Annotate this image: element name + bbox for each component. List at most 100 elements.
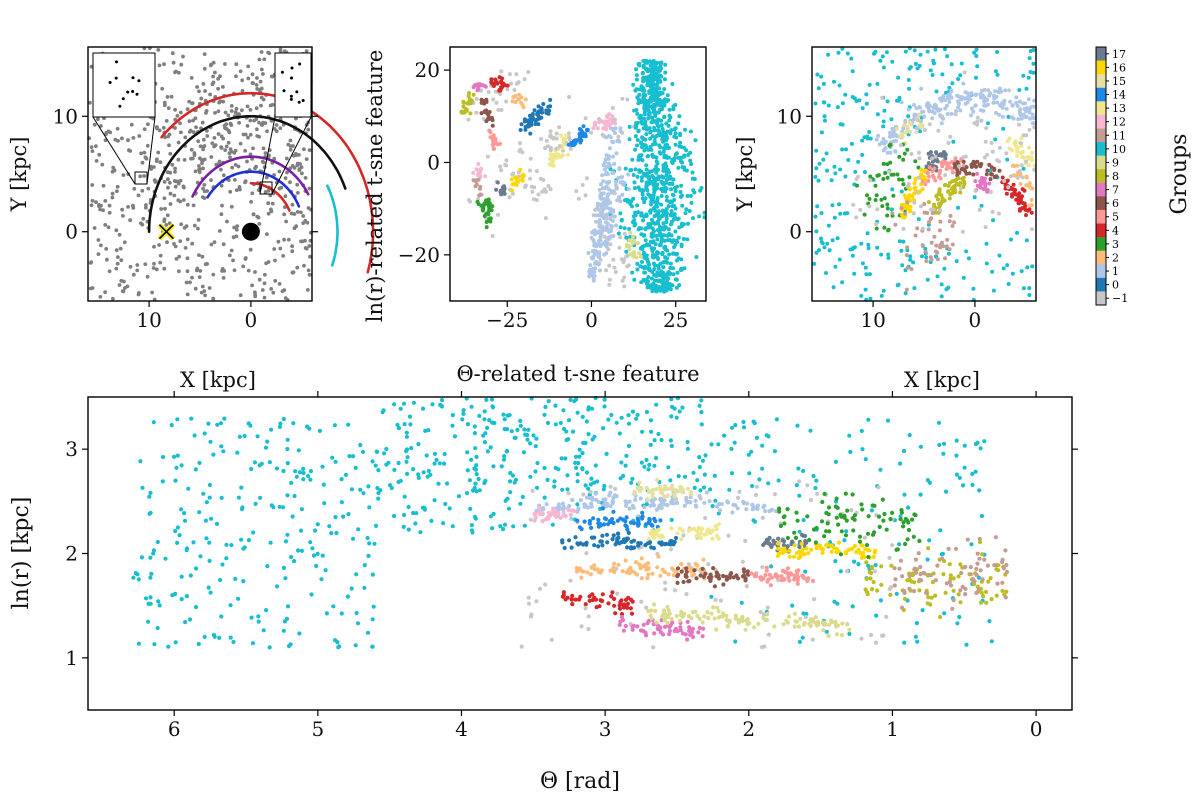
- group-3-point: [887, 143, 892, 148]
- theta-group-3-point: [822, 534, 827, 539]
- group-17-point: [943, 153, 948, 157]
- theta-group-10-point: [902, 640, 907, 645]
- tsne-group-13-point: [548, 162, 553, 167]
- field-star-point: [228, 155, 232, 160]
- sun-marker-b: [158, 224, 174, 240]
- group-5-point: [940, 164, 945, 169]
- theta-group-10-point: [515, 427, 520, 433]
- field-star-point: [202, 52, 207, 56]
- tsne-group--1-point: [505, 87, 510, 92]
- tsne-group-10-point: [662, 77, 667, 82]
- field-star-point: [255, 76, 259, 80]
- group-1-point: [947, 100, 952, 104]
- tsne-group-10-point: [641, 218, 645, 223]
- theta-group-16-point: [820, 550, 825, 556]
- theta-group-10-point: [184, 594, 189, 599]
- field-star-point: [114, 266, 119, 271]
- theta-group-1-point: [611, 495, 616, 500]
- tsne-group--1-point: [523, 185, 527, 189]
- tsne-group-10-point: [653, 278, 658, 283]
- theta-group-12-point: [550, 511, 555, 516]
- tsne-group-1-point: [613, 131, 617, 135]
- group-6-point: [971, 159, 976, 164]
- theta-group-10-point: [575, 410, 580, 415]
- group-10-point: [878, 58, 883, 63]
- group-16-point: [919, 167, 924, 172]
- group-10-point: [837, 83, 842, 88]
- theta-group-12-point: [556, 511, 561, 516]
- group--1-point: [957, 164, 962, 169]
- group--1-point: [997, 145, 1002, 150]
- tsne-group-10-point: [616, 231, 621, 236]
- field-star-point: [176, 181, 181, 186]
- theta-group-10-point: [405, 455, 410, 460]
- tsne-group-10-point: [644, 76, 649, 81]
- tsne-group-10-point: [644, 67, 649, 72]
- group-5-point: [938, 176, 943, 181]
- colorbar-swatch-−1: [1096, 291, 1106, 306]
- field-star-point: [185, 256, 190, 261]
- theta-group-10-point: [289, 554, 294, 560]
- tsne-group-9-point: [634, 255, 639, 260]
- tsne-group-6-point: [484, 100, 489, 104]
- theta-group-10-point: [534, 436, 539, 441]
- tsne-group-10-point: [685, 237, 690, 242]
- theta-group--1-point: [765, 605, 770, 610]
- field-star-point: [220, 267, 225, 271]
- theta-group-10-point: [437, 461, 442, 466]
- group-3-point: [867, 196, 872, 201]
- theta-group-10-point: [404, 430, 409, 435]
- field-star-point: [201, 147, 206, 152]
- theta-group-10-point: [186, 486, 191, 491]
- group-11-point: [920, 244, 925, 248]
- theta-group-10-point: [797, 639, 803, 645]
- tsne-group-4-point: [500, 83, 505, 88]
- colorbar-label: Groups: [1167, 134, 1192, 215]
- field-star-point: [144, 205, 148, 210]
- field-star-point: [209, 178, 213, 183]
- field-star-point: [234, 188, 239, 193]
- field-star-point: [261, 72, 265, 76]
- group-1-point: [979, 118, 984, 123]
- field-star-point: [290, 202, 295, 207]
- theta-group-12-point: [568, 512, 573, 517]
- theta-group-10-point: [833, 459, 839, 464]
- theta-group-10-point: [485, 425, 490, 430]
- field-star-point: [283, 296, 288, 300]
- tsne-group-10-point: [668, 200, 672, 205]
- tsne-group-10-point: [679, 244, 684, 249]
- group--1-point: [973, 188, 978, 193]
- theta-group-14-point: [624, 515, 629, 520]
- tsne-group-10-point: [682, 266, 687, 271]
- group-10-point: [1024, 238, 1029, 243]
- tsne-group-10-point: [671, 272, 676, 277]
- theta-group-10-point: [309, 592, 314, 597]
- group-10-point: [825, 241, 830, 246]
- tsne-group-4-point: [500, 76, 504, 81]
- theta-group-10-point: [498, 524, 503, 529]
- tsne-group-10-point: [656, 74, 661, 79]
- field-star-point: [202, 183, 207, 187]
- theta-group-10-point: [345, 594, 350, 599]
- field-star-point: [151, 116, 155, 121]
- theta-group-10-point: [848, 449, 853, 454]
- field-star-point: [144, 203, 148, 207]
- theta-group-0-point: [645, 541, 650, 546]
- group-2-point: [1027, 181, 1032, 186]
- field-star-point: [179, 62, 184, 67]
- field-star-point: [299, 210, 303, 215]
- theta-group-10-point: [339, 500, 344, 505]
- theta-group-10-point: [313, 528, 318, 533]
- tsne-group-10-point: [654, 95, 659, 100]
- colorbar-swatch-9: [1096, 155, 1106, 170]
- theta-group-3-point: [792, 530, 797, 535]
- theta-group-10-point: [699, 410, 704, 415]
- theta-group-0-point: [610, 537, 615, 542]
- field-star-point: [248, 118, 253, 123]
- tsne-group-1-point: [607, 237, 612, 241]
- field-star-point: [205, 134, 210, 138]
- field-star-point: [178, 121, 182, 126]
- tsne-group-10-point: [639, 188, 644, 193]
- theta-group-10-point: [217, 635, 222, 641]
